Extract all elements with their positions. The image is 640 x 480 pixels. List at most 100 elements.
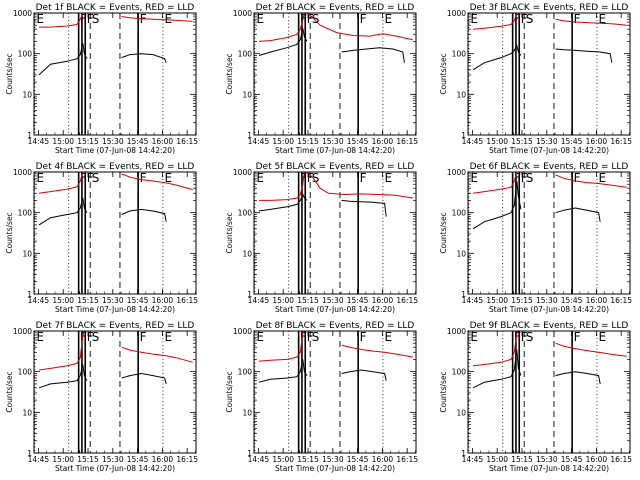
y-tick-label: 1000 — [13, 9, 32, 18]
detector-panel-1: Det 1f BLACK = Events, RED = LLDEFFSFE11… — [5, 3, 198, 155]
plot-frame — [253, 171, 417, 295]
panel-title: Det 6f BLACK = Events, RED = LLD — [470, 162, 629, 172]
x-tick-label: 15:45 — [347, 455, 369, 464]
events-series-line — [38, 43, 88, 76]
marker-label: F — [574, 330, 581, 344]
x-tick-label: 16:00 — [372, 296, 394, 305]
y-tick-label: 1 — [247, 131, 252, 140]
y-tick-label: 1000 — [447, 9, 466, 18]
y-tick-label: 1000 — [13, 327, 32, 336]
x-tick-label: 14:45 — [462, 455, 484, 464]
x-tick-label: 16:15 — [610, 137, 632, 146]
x-tick-label: 15:15 — [77, 455, 99, 464]
plot-frame — [253, 12, 417, 136]
y-tick-label: 1000 — [233, 9, 252, 18]
marker-label: E — [256, 12, 264, 26]
x-tick-label: 16:15 — [176, 455, 198, 464]
marker-label: E — [36, 330, 44, 344]
x-tick-label: 15:00 — [486, 455, 508, 464]
marker-label: F — [80, 171, 87, 185]
x-axis-label: Start Time (07-Jun-08 14:42:20) — [55, 305, 175, 314]
x-axis-label: Start Time (07-Jun-08 14:42:20) — [489, 146, 609, 155]
events-series-line — [258, 359, 308, 383]
y-tick-label: 10 — [22, 408, 32, 417]
marker-label: E — [470, 171, 478, 185]
marker-label: E — [256, 330, 264, 344]
events-series-line — [258, 193, 308, 212]
y-tick-label: 1000 — [233, 168, 252, 177]
x-tick-label: 15:45 — [561, 455, 583, 464]
marker-label: S — [92, 171, 100, 185]
panel-title: Det 5f BLACK = Events, RED = LLD — [256, 162, 415, 172]
x-tick-label: 15:15 — [77, 137, 99, 146]
x-tick-label: 15:30 — [536, 455, 558, 464]
x-axis-label: Start Time (07-Jun-08 14:42:20) — [275, 464, 395, 473]
x-tick-label: 15:45 — [347, 296, 369, 305]
y-tick-label: 1 — [27, 290, 32, 299]
events-series-line — [38, 364, 88, 389]
plot-frame — [467, 330, 631, 454]
y-axis-label: Counts/sec — [5, 212, 14, 253]
marker-label: F — [360, 12, 367, 26]
marker-label: E — [384, 12, 392, 26]
plot-frame — [33, 12, 197, 136]
x-tick-label: 15:00 — [272, 455, 294, 464]
x-tick-label: 16:15 — [396, 137, 418, 146]
marker-label: S — [312, 12, 320, 26]
panel-title: Det 2f BLACK = Events, RED = LLD — [256, 3, 415, 13]
lld-series-line — [341, 344, 413, 358]
x-tick-label: 15:30 — [102, 137, 124, 146]
events-series-line — [472, 43, 522, 71]
y-tick-label: 10 — [22, 90, 32, 99]
lld-series-line — [38, 330, 87, 371]
marker-label: E — [598, 171, 606, 185]
x-tick-label: 15:45 — [127, 296, 149, 305]
x-tick-label: 15:30 — [322, 137, 344, 146]
x-tick-label: 15:15 — [297, 137, 319, 146]
panel-title: Det 8f BLACK = Events, RED = LLD — [256, 321, 415, 331]
x-tick-label: 15:00 — [272, 137, 294, 146]
panel-title: Det 4f BLACK = Events, RED = LLD — [36, 162, 195, 172]
detector-panel-6: Det 6f BLACK = Events, RED = LLDEFFSFE11… — [439, 162, 632, 314]
events-series-line — [121, 372, 167, 385]
x-tick-label: 16:00 — [586, 296, 608, 305]
plot-frame — [253, 330, 417, 454]
x-tick-label: 15:15 — [511, 455, 533, 464]
marker-label: F — [300, 12, 307, 26]
y-tick-label: 10 — [242, 90, 252, 99]
x-tick-label: 14:45 — [28, 137, 50, 146]
x-axis-label: Start Time (07-Jun-08 14:42:20) — [489, 464, 609, 473]
x-tick-label: 16:15 — [176, 296, 198, 305]
y-tick-label: 1000 — [13, 168, 32, 177]
lld-series-line — [121, 16, 193, 22]
x-tick-label: 15:15 — [297, 296, 319, 305]
x-tick-label: 16:15 — [610, 455, 632, 464]
x-tick-label: 16:15 — [396, 455, 418, 464]
marker-label: S — [526, 12, 534, 26]
marker-label: F — [514, 171, 521, 185]
events-series-line — [341, 47, 405, 63]
panel-title: Det 1f BLACK = Events, RED = LLD — [36, 3, 195, 13]
x-tick-label: 16:00 — [586, 137, 608, 146]
detector-panel-8: Det 8f BLACK = Events, RED = LLDEFFSFE11… — [225, 321, 418, 473]
detector-panel-9: Det 9f BLACK = Events, RED = LLDEFFSFE11… — [439, 321, 632, 473]
y-tick-label: 100 — [238, 50, 253, 59]
events-series-line — [555, 371, 601, 384]
detector-panel-4: Det 4f BLACK = Events, RED = LLDEFFSFE11… — [5, 162, 198, 314]
detector-panel-3: Det 3f BLACK = Events, RED = LLDEFFSFE11… — [439, 3, 632, 155]
panel-title: Det 7f BLACK = Events, RED = LLD — [36, 321, 195, 331]
y-tick-label: 10 — [456, 408, 466, 417]
lld-series-line — [555, 342, 627, 357]
x-tick-label: 15:00 — [486, 137, 508, 146]
x-tick-label: 15:15 — [77, 296, 99, 305]
marker-label: E — [384, 330, 392, 344]
y-tick-label: 100 — [452, 50, 467, 59]
marker-label: S — [92, 12, 100, 26]
events-series-line — [121, 208, 167, 222]
marker-label: F — [360, 171, 367, 185]
x-tick-label: 14:45 — [462, 137, 484, 146]
x-tick-label: 15:45 — [127, 455, 149, 464]
x-tick-label: 15:00 — [272, 296, 294, 305]
marker-label: F — [514, 330, 521, 344]
